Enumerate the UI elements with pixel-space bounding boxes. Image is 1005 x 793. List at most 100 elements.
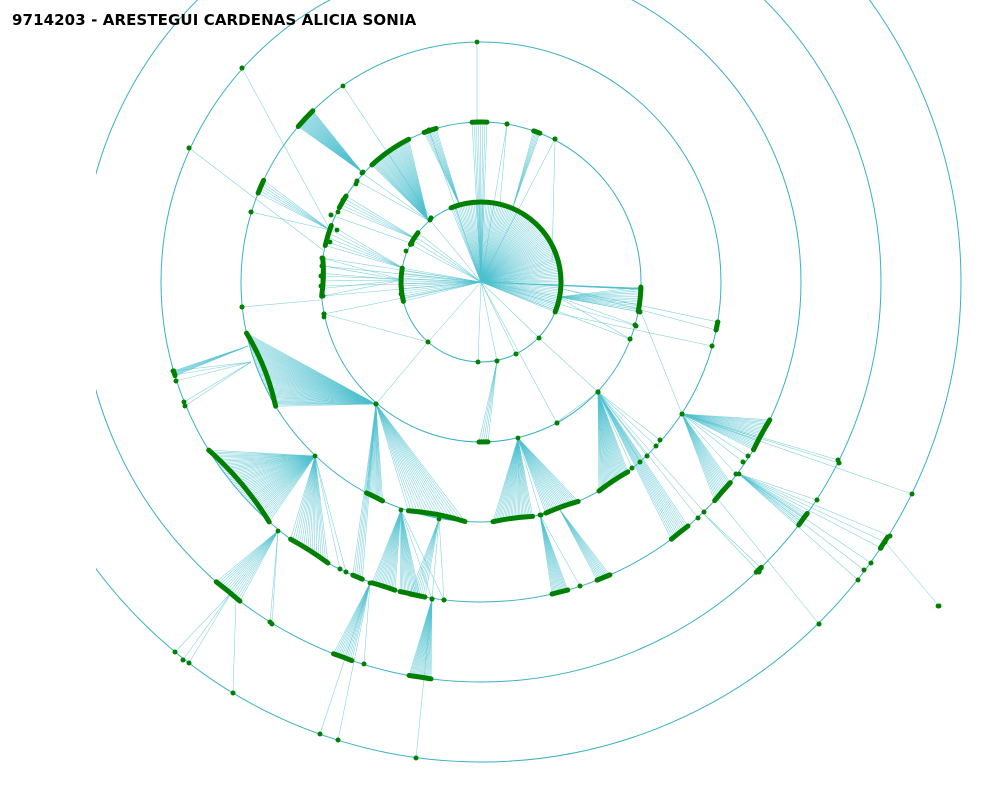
tree-node bbox=[814, 497, 820, 503]
node-cluster bbox=[319, 255, 326, 299]
tree-link bbox=[557, 286, 641, 298]
tree-link bbox=[375, 403, 442, 519]
tree-link bbox=[597, 391, 629, 472]
node-cluster bbox=[244, 330, 279, 409]
tree-node bbox=[436, 516, 442, 522]
node-cluster bbox=[490, 513, 536, 525]
tree-link bbox=[480, 281, 559, 303]
tree-node bbox=[186, 660, 192, 666]
tree-link bbox=[480, 256, 557, 283]
tree-link bbox=[260, 455, 316, 515]
tree-link bbox=[352, 403, 377, 576]
tree-link bbox=[290, 455, 316, 540]
tree-link bbox=[346, 582, 371, 659]
tree-link bbox=[681, 413, 725, 490]
tree-link bbox=[480, 215, 526, 283]
tree-node bbox=[713, 327, 719, 333]
tree-link bbox=[259, 455, 316, 513]
tree-link bbox=[239, 455, 316, 493]
tree-link bbox=[248, 455, 316, 503]
tree-link bbox=[402, 267, 482, 283]
tree-link bbox=[226, 530, 279, 592]
tree-link bbox=[480, 209, 516, 283]
tree-link bbox=[597, 391, 677, 536]
tree-link bbox=[321, 265, 404, 281]
tree-node bbox=[632, 322, 638, 328]
tree-link bbox=[429, 219, 482, 283]
tree-link bbox=[597, 391, 633, 469]
tree-link bbox=[480, 281, 561, 290]
tree-link bbox=[410, 244, 482, 283]
tree-link bbox=[463, 203, 482, 283]
tree-link bbox=[457, 205, 482, 283]
tree-link bbox=[480, 204, 503, 283]
tree-node bbox=[513, 351, 519, 357]
tree-link bbox=[222, 455, 316, 472]
tree-link bbox=[311, 455, 316, 554]
tree-link bbox=[557, 296, 640, 307]
tree-link bbox=[247, 455, 316, 501]
tree-link bbox=[480, 281, 558, 308]
tree-link bbox=[452, 207, 482, 283]
tree-link bbox=[244, 455, 316, 498]
tree-node bbox=[340, 83, 346, 89]
tree-link bbox=[480, 213, 523, 283]
tree-link bbox=[517, 437, 562, 509]
tree-node bbox=[504, 121, 510, 127]
tree-link bbox=[480, 229, 543, 283]
tree-link bbox=[321, 273, 404, 281]
node-cluster bbox=[668, 523, 691, 542]
tree-link bbox=[597, 391, 674, 539]
tree-link bbox=[480, 208, 514, 283]
tree-link bbox=[409, 518, 440, 595]
node-cluster bbox=[255, 177, 267, 196]
tree-link bbox=[340, 204, 419, 241]
tree-node bbox=[695, 515, 701, 521]
tree-link bbox=[681, 413, 749, 457]
tree-link bbox=[480, 233, 546, 283]
tree-link bbox=[555, 312, 713, 347]
tree-node bbox=[181, 399, 187, 405]
tree-node bbox=[361, 661, 367, 667]
tree-link bbox=[417, 232, 482, 283]
tree-link bbox=[738, 473, 891, 537]
tree-node bbox=[172, 649, 178, 655]
tree-link bbox=[224, 530, 279, 590]
tree-link bbox=[394, 509, 402, 591]
node-cluster bbox=[549, 587, 571, 597]
tree-node bbox=[745, 453, 751, 459]
node-cluster bbox=[531, 128, 543, 136]
tree-link bbox=[314, 455, 317, 557]
tree-node bbox=[474, 39, 480, 45]
tree-link bbox=[184, 361, 252, 407]
tree-link bbox=[228, 530, 279, 593]
tree-link bbox=[401, 275, 482, 283]
node-cluster bbox=[594, 572, 613, 583]
tree-link bbox=[262, 182, 331, 231]
tree-link bbox=[480, 228, 541, 283]
tree-link bbox=[681, 413, 737, 475]
tree-node bbox=[709, 343, 715, 349]
tree-link bbox=[221, 455, 316, 470]
tree-link bbox=[314, 455, 329, 564]
tree-link bbox=[216, 530, 279, 583]
tree-link bbox=[681, 413, 770, 421]
node-cluster bbox=[712, 480, 733, 504]
tree-node bbox=[239, 304, 245, 310]
tree-link bbox=[266, 455, 316, 520]
tree-link bbox=[480, 257, 558, 283]
tree-link bbox=[681, 413, 724, 492]
tree-link bbox=[738, 473, 818, 501]
tree-link bbox=[480, 231, 544, 283]
tree-node bbox=[861, 567, 867, 573]
node-cluster bbox=[448, 199, 564, 288]
tree-link bbox=[401, 281, 482, 292]
tree-node bbox=[715, 319, 721, 325]
tree-link bbox=[480, 360, 498, 443]
tree-link bbox=[188, 147, 324, 251]
tree-link bbox=[480, 224, 538, 283]
tree-link bbox=[263, 180, 331, 231]
tree-link bbox=[483, 360, 498, 443]
node-cluster bbox=[405, 508, 468, 524]
tree-link bbox=[557, 292, 641, 298]
